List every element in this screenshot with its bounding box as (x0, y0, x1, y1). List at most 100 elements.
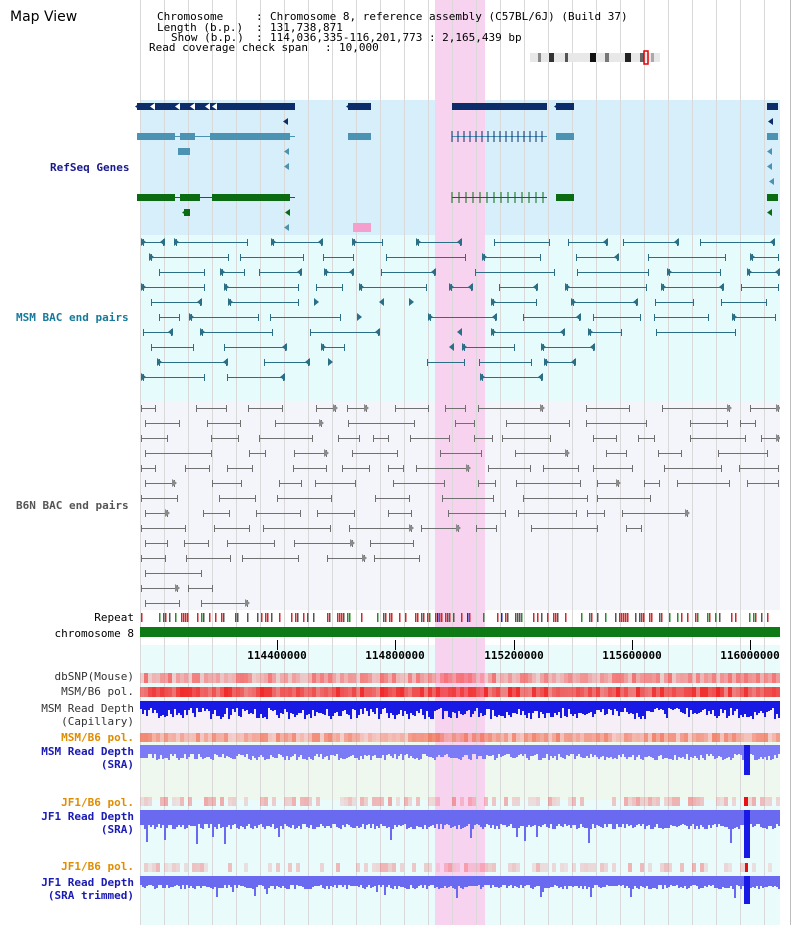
capillary-depth-bin (596, 701, 598, 710)
jf1-pol-bin (344, 797, 348, 806)
capillary-depth-bin (196, 701, 198, 708)
dbsnp-bin (284, 673, 288, 683)
repeat-element (623, 613, 625, 622)
sra-depth-bin (322, 745, 324, 759)
repeat-element (553, 613, 555, 622)
track-label-msm-read-sra[interactable]: MSM Read Depth (41, 745, 134, 758)
capillary-depth-bin (688, 701, 690, 717)
capillary-depth-bin (358, 701, 360, 715)
jf1-trimmed-depth-bin (374, 876, 376, 886)
jf1-pol-2-bin (388, 863, 392, 872)
capillary-depth-bin (776, 701, 778, 714)
track-label-jf1-read-sra[interactable]: JF1 Read Depth (41, 810, 134, 823)
sra-depth-bin (574, 745, 576, 759)
dbsnp-bin (248, 673, 252, 683)
jf1-trimmed-depth-bin (444, 876, 446, 886)
jf1-depth-bin (238, 810, 240, 829)
track-label-msm-b6-pol-2[interactable]: MSM/B6 pol. (61, 731, 134, 744)
bac-end-marker (750, 253, 755, 261)
jf1-trimmed-depth-bin (416, 876, 418, 888)
track-label-msm-b6-pol[interactable]: MSM/B6 pol. (61, 685, 134, 698)
track-label-msm-read-capillary[interactable]: MSM Read Depth (41, 702, 134, 715)
capillary-depth-bin (172, 701, 174, 717)
capillary-depth-bin (560, 701, 562, 718)
capillary-depth-bin (576, 701, 578, 718)
bac-end-marker (565, 283, 570, 291)
sra-depth-bin (658, 745, 660, 756)
msm-b6-pol-2-bin (588, 733, 592, 742)
msm-b6-pol-bin (488, 687, 492, 697)
bac-end-marker (324, 449, 329, 457)
jf1-trimmed-depth-bin (380, 876, 382, 887)
jf1-pol-bin (232, 797, 236, 806)
jf1-trimmed-depth-bin (678, 876, 680, 888)
jf1-trimmed-depth-bin (356, 876, 358, 886)
track-label-jf1-pol-2[interactable]: JF1/B6 pol. (61, 860, 134, 873)
bac-end-marker (189, 313, 194, 321)
msm-b6-pol-2-bin (452, 733, 456, 742)
capillary-depth-bin (734, 701, 736, 711)
capillary-depth-bin (508, 701, 510, 715)
jf1-pol-2-bin (452, 863, 456, 872)
jf1-depth-bin (190, 810, 192, 826)
dbsnp-bin (448, 673, 452, 683)
jf1-pol-bin (364, 797, 368, 806)
jf1-trimmed-depth-bin (764, 876, 766, 887)
msm-b6-pol-2-bin (564, 733, 568, 742)
jf1-depth-bin (302, 810, 304, 824)
jf1-depth-bin (440, 810, 442, 824)
msm-b6-pol-2-bin (652, 733, 656, 742)
jf1-pol-bin (640, 797, 644, 806)
msm-b6-pol-2-bin (308, 733, 312, 742)
jf1-pol-bin (716, 797, 720, 806)
track-label-jf1-pol[interactable]: JF1/B6 pol. (61, 796, 134, 809)
dbsnp-bin (500, 673, 504, 683)
jf1-depth-bin (180, 810, 182, 827)
bac-end-marker (560, 328, 565, 336)
dbsnp-bin (612, 673, 616, 683)
sra-depth-bin (268, 745, 270, 759)
jf1-depth-bin (612, 810, 614, 829)
msm-b6-pol-bin (632, 687, 636, 697)
capillary-depth-bin (450, 701, 452, 718)
jf1-trimmed-depth-bin (492, 876, 494, 885)
sra-depth-bin (474, 745, 476, 754)
track-label-msm-bac[interactable]: MSM BAC end pairs (16, 311, 129, 324)
dbsnp-bin (164, 673, 168, 683)
track-label-refseq[interactable]: RefSeq Genes (50, 161, 130, 174)
msm-b6-pol-2-bin (188, 733, 192, 742)
repeat-element (303, 613, 305, 622)
msm-b6-pol-bin (744, 687, 748, 697)
jf1-depth-bin (732, 810, 734, 829)
jf1-depth-bin (184, 810, 186, 829)
bac-end-marker (318, 238, 323, 246)
jf1-trimmed-depth-bin (722, 876, 724, 887)
jf1-trimmed-depth-bin (288, 876, 290, 889)
jf1-depth-bin (502, 810, 504, 825)
capillary-depth-bin (770, 701, 772, 710)
capillary-depth-bin (292, 701, 294, 714)
track-label-jf1-read-trimmed[interactable]: JF1 Read Depth (41, 876, 134, 889)
msm-b6-pol-bin (396, 687, 400, 697)
jf1-depth-bin (332, 810, 334, 824)
bac-end-marker (160, 238, 165, 246)
bac-end-marker (603, 238, 608, 246)
repeat-element (261, 613, 263, 622)
msm-b6-pol-2-bin (444, 733, 448, 742)
jf1-trimmed-depth-bin (710, 876, 712, 886)
jf1-depth-bin (340, 810, 342, 829)
msm-b6-pol-bin (408, 687, 412, 697)
track-label-b6n-bac[interactable]: B6N BAC end pairs (16, 499, 129, 512)
jf1-trimmed-depth-bin (598, 876, 600, 887)
jf1-trimmed-depth-bin (724, 876, 726, 888)
jf1-pol-bin (644, 797, 648, 806)
track-label-dbsnp[interactable]: dbSNP(Mouse) (54, 670, 134, 683)
dbsnp-bin (308, 673, 312, 683)
jf1-trimmed-depth-bin (452, 876, 454, 888)
sra-depth-bin (202, 745, 204, 759)
dbsnp-bin (552, 673, 556, 683)
jf1-depth-bin (484, 810, 486, 827)
capillary-depth-bin (706, 701, 708, 715)
dbsnp-bin (188, 673, 192, 683)
